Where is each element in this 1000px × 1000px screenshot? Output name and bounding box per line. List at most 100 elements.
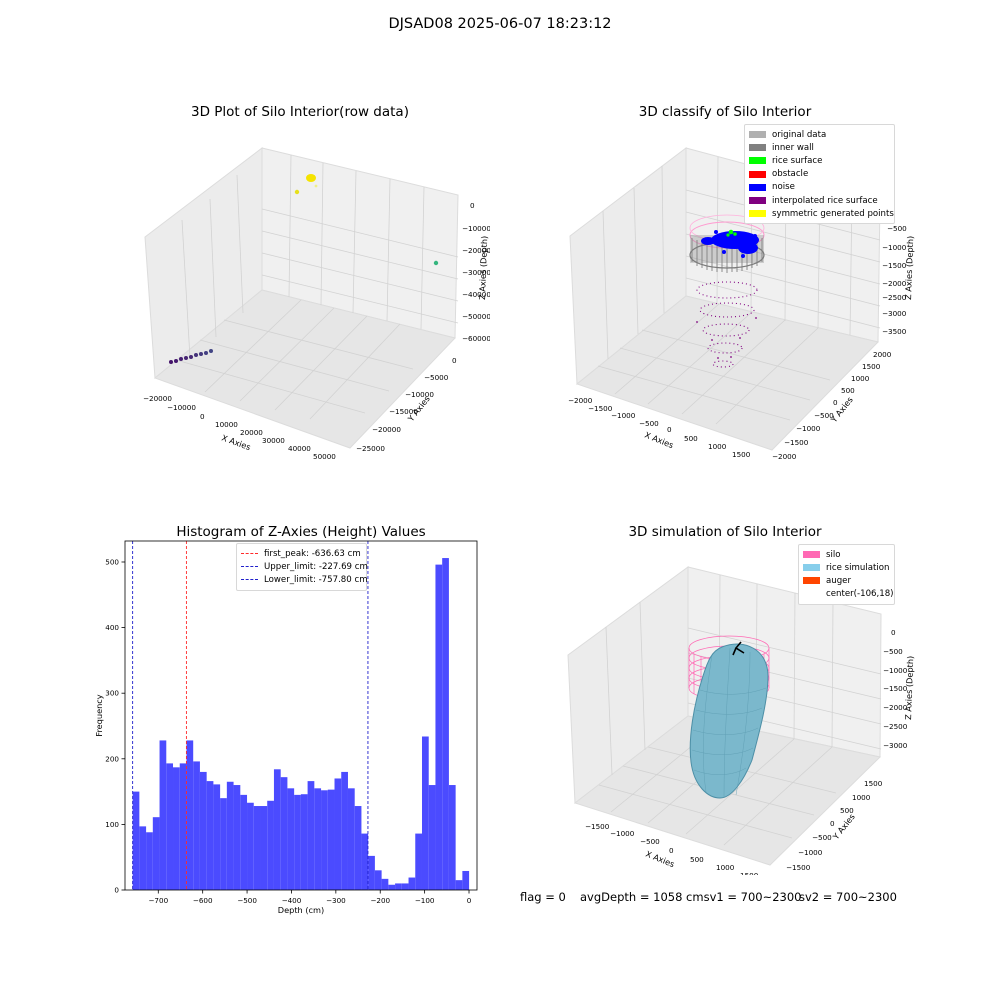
legend-entry: noise [749, 181, 890, 194]
histogram-bar [273, 769, 281, 890]
raw-xtick-label: 0 [200, 412, 205, 421]
legend-entry: rice surface [749, 154, 890, 167]
classify-noise-points [701, 230, 759, 258]
raw-ytick-label: −20000 [372, 425, 401, 434]
legend-entry: original data [749, 128, 890, 141]
classify-xtick-label: −2000 [568, 396, 593, 405]
legend-swatch [803, 591, 820, 598]
histogram-bar [146, 832, 153, 890]
simulation-rice-mesh [691, 647, 767, 798]
legend-label: symmetric generated points [772, 208, 894, 219]
raw-xtick-label: −20000 [143, 394, 172, 403]
histogram-bar [388, 884, 396, 890]
raw-xtick-label: 10000 [215, 420, 238, 429]
legend-swatch [749, 144, 766, 152]
histogram-bar [401, 883, 409, 890]
legend-entry: center(-106,18) [803, 588, 894, 601]
raw-ytick-label: −10000 [405, 390, 434, 399]
raw-3d-plot: −20000 −10000 0 10000 20000 30000 40000 … [143, 146, 490, 461]
histogram-bar [381, 878, 389, 890]
classify-ztick-label: −500 [887, 224, 907, 233]
classify-ztick-label: −2500 [882, 293, 907, 302]
classify-xtick-label: −500 [639, 419, 659, 428]
histogram-bar [341, 771, 348, 890]
histogram-bar [374, 870, 382, 890]
sv2-status: sv2 = 700~2300 [799, 890, 897, 904]
raw-xtick-label: 50000 [313, 452, 336, 461]
histogram-bar [287, 788, 295, 890]
histogram-ytick-label: 100 [105, 820, 119, 829]
figure-title: DJSAD08 2025-06-07 18:23:12 [388, 16, 612, 32]
legend-label: inner wall [772, 142, 814, 153]
legend-swatch [749, 210, 766, 218]
classify-xtick-label: 500 [684, 434, 698, 443]
raw-ztick-label: −10000 [462, 224, 490, 233]
histogram-bar [206, 781, 214, 890]
legend-label: first_peak: -636.63 cm [264, 548, 361, 559]
histogram-bar [139, 826, 147, 890]
histogram-bar [442, 558, 449, 890]
avg-depth-status: avgDepth = 1058 cmsv1 = 700~2300 [580, 890, 802, 904]
raw-ztick-label: −30000 [462, 268, 490, 277]
classify-ytick-label: 500 [841, 386, 855, 395]
classify-ztick-label: −1500 [882, 261, 907, 270]
histogram-bar [240, 794, 248, 890]
classify-ytick-label: −500 [814, 411, 834, 420]
simulation-3d-plot: −1500 −1000 −500 0 500 1000 1500 X Axies… [567, 566, 915, 875]
histogram-bar [327, 789, 335, 890]
histogram-bar [321, 790, 328, 890]
histogram-bar [368, 855, 375, 890]
raw-xtick-label: 30000 [262, 436, 285, 445]
raw-grid-lines [175, 154, 459, 420]
histogram-panel-title: Histogram of Z-Axies (Height) Values [176, 524, 426, 540]
histogram-bar [428, 785, 436, 890]
classify-ytick-label: 1500 [862, 362, 881, 371]
histogram-bar [213, 784, 221, 890]
classify-xtick-label: 1500 [732, 450, 751, 459]
raw-ytick-label: −25000 [356, 444, 385, 453]
raw-ztick-label: 0 [470, 201, 475, 210]
classify-ytick-label: 1000 [851, 374, 870, 383]
raw-ytick-label: −15000 [389, 407, 418, 416]
legend-label: Upper_limit: -227.69 cm [264, 561, 368, 572]
histogram-bar [199, 771, 207, 890]
raw-xtick-label: 20000 [240, 428, 263, 437]
simulation-xtick-label: 1000 [716, 863, 735, 872]
histogram-bar [260, 806, 268, 890]
histogram-bar [314, 788, 322, 890]
simulation-xtick-label: 500 [690, 855, 704, 864]
legend-label: rice simulation [826, 562, 890, 573]
histogram-bar [462, 870, 470, 890]
histogram-bar [220, 798, 227, 890]
raw-ztick-label: −20000 [462, 246, 490, 255]
histogram-bar [233, 785, 241, 890]
simulation-xtick-label: −1000 [610, 829, 635, 838]
legend-label: silo [826, 549, 841, 560]
legend-entry: silo [803, 548, 890, 561]
histogram-bar [415, 833, 422, 890]
classify-ztick-label: −2000 [882, 279, 907, 288]
simulation-ztick-label: −500 [883, 647, 903, 656]
histogram-bar [152, 817, 160, 890]
legend-entry: inner wall [749, 141, 890, 154]
histogram-xtick-label: −300 [326, 896, 346, 905]
histogram-ytick-label: 0 [114, 886, 119, 895]
histogram-xtick-label: −700 [148, 896, 168, 905]
simulation-ytick-label: −1000 [798, 848, 823, 857]
histogram-bar [280, 777, 288, 890]
simulation-ztick-label: −1500 [883, 684, 908, 693]
histogram-bar [408, 877, 416, 890]
histogram-bar [166, 763, 174, 890]
histogram-ytick-label: 200 [105, 754, 119, 763]
legend-entry: symmetric generated points [749, 207, 894, 220]
histogram-ytick-label: 300 [105, 689, 119, 698]
histogram-bar [455, 880, 463, 890]
legend-label: center(-106,18) [826, 589, 894, 600]
legend-entry: Upper_limit: -227.69 cm [241, 560, 368, 573]
simulation-ytick-label: 500 [840, 806, 854, 815]
simulation-ytick-label: −500 [812, 833, 832, 842]
legend-label: original data [772, 129, 827, 140]
simulation-ztick-label: −2500 [883, 722, 908, 731]
histogram-legend: first_peak: -636.63 cm Upper_limit: -227… [236, 543, 368, 591]
histogram-bar [193, 761, 200, 890]
